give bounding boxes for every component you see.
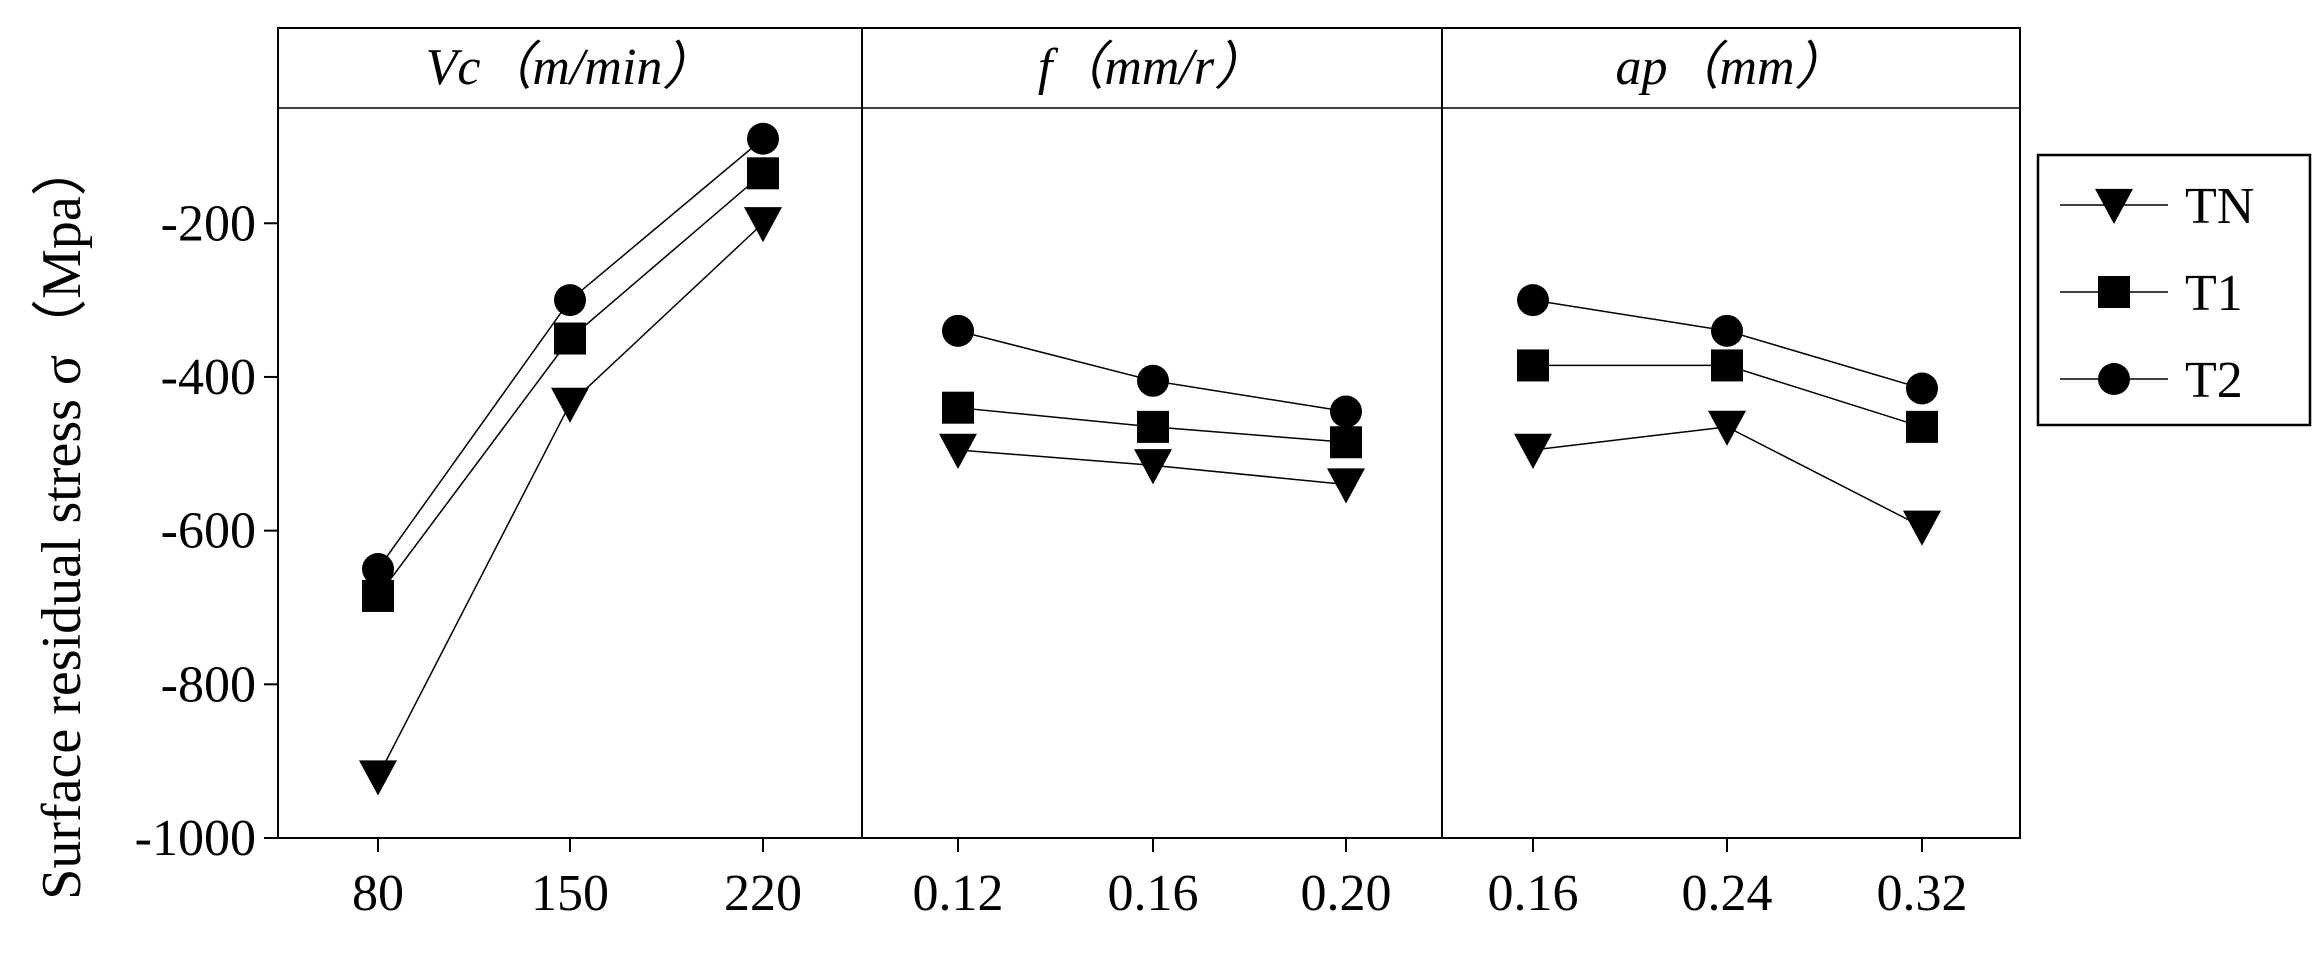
series-line-t1 — [377, 172, 764, 597]
y-tick-label: -200 — [161, 195, 256, 252]
data-point-t2 — [747, 122, 779, 155]
legend-circle-icon — [2098, 363, 2130, 395]
y-tick-label: -600 — [161, 503, 256, 560]
legend-label-tn: TN — [2185, 178, 2254, 235]
data-point-t2 — [1137, 364, 1169, 397]
x-tick-label: 80 — [352, 865, 404, 922]
data-point-tn — [1134, 449, 1172, 485]
data-point-t1 — [942, 391, 974, 424]
data-point-tn — [359, 760, 397, 796]
data-point-t2 — [1711, 314, 1743, 347]
data-point-t2 — [1330, 395, 1362, 428]
panel-title: f（mm/r） — [1038, 39, 1266, 96]
panel-title: Vc（m/min） — [426, 39, 715, 96]
data-point-t1 — [554, 322, 586, 355]
data-point-tn — [1327, 468, 1365, 504]
y-tick-label: -400 — [161, 349, 256, 406]
data-point-t1 — [1330, 426, 1362, 459]
x-tick-label: 150 — [531, 865, 609, 922]
x-tick-label: 0.12 — [913, 865, 1004, 922]
y-axis-label: Surface residual stress σ（Mpa） — [31, 140, 93, 900]
x-tick-label: 0.20 — [1301, 865, 1392, 922]
y-axis-label-group: Surface residual stress σ（Mpa） — [31, 140, 93, 900]
data-point-t1 — [1711, 349, 1743, 382]
data-point-tn — [1708, 410, 1746, 446]
x-tick-label: 0.32 — [1877, 865, 1968, 922]
data-point-t1 — [362, 579, 394, 612]
data-point-t1 — [1517, 349, 1549, 382]
data-point-t2 — [1517, 284, 1549, 317]
data-point-tn — [744, 207, 782, 243]
data-point-t1 — [747, 157, 779, 190]
data-point-t1 — [1137, 410, 1169, 443]
y-tick-label: -1000 — [135, 810, 256, 867]
panel-title: ap（mm） — [1615, 39, 1846, 96]
data-point-tn — [551, 387, 589, 423]
x-tick-label: 0.16 — [1108, 865, 1199, 922]
data-point-t2 — [362, 553, 394, 586]
x-tick-label: 0.24 — [1682, 865, 1773, 922]
legend-box — [2036, 153, 2312, 427]
legend-label-t2: T2 — [2185, 352, 2243, 409]
plot-area: -1000 -800 -600 -400 -200 Vc（m/min） 80 150 220 f（… — [135, 27, 2021, 922]
plot-frame — [277, 27, 2021, 839]
legend-triangle-down-icon — [2095, 188, 2133, 224]
x-tick-label: 0.16 — [1488, 865, 1579, 922]
legend: TN T1 T2 — [2036, 153, 2312, 427]
data-point-t1 — [1906, 410, 1938, 443]
data-point-t2 — [1906, 372, 1938, 405]
data-point-t2 — [942, 314, 974, 347]
data-point-tn — [939, 433, 977, 469]
x-tick-label: 220 — [724, 865, 802, 922]
legend-square-icon — [2098, 276, 2130, 308]
data-point-tn — [1514, 433, 1552, 469]
data-point-t2 — [554, 284, 586, 317]
y-tick-label: -800 — [161, 656, 256, 713]
legend-label-t1: T1 — [2185, 265, 2243, 322]
data-point-tn — [1903, 510, 1941, 546]
